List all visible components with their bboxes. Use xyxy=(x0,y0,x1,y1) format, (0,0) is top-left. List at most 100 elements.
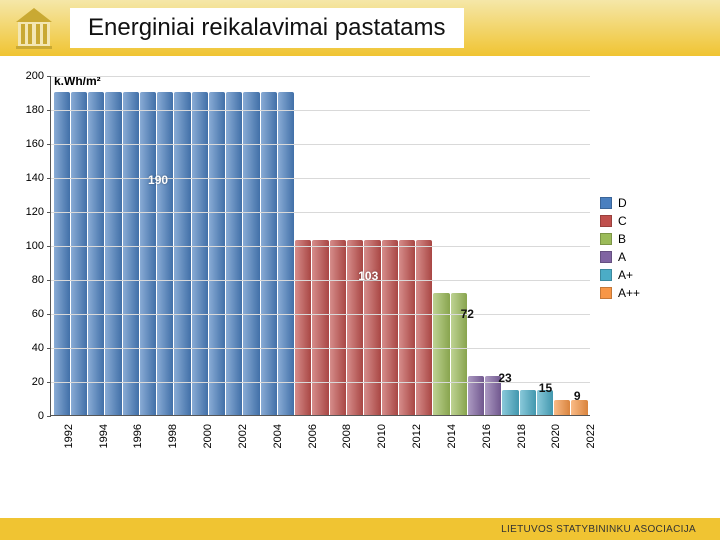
grid-line xyxy=(51,348,590,349)
y-tick-label: 200 xyxy=(10,70,44,82)
x-tick-label: 1992 xyxy=(63,424,75,448)
x-tick-label: 2008 xyxy=(341,424,353,448)
logo-icon xyxy=(6,0,62,56)
y-tick-label: 180 xyxy=(10,104,44,116)
value-label: 103 xyxy=(358,269,378,283)
x-tick-label: 2014 xyxy=(446,424,458,448)
grid-line xyxy=(51,76,590,77)
bar xyxy=(105,92,121,415)
legend-label: C xyxy=(618,214,627,228)
y-tick-label: 120 xyxy=(10,206,44,218)
y-tick-mark xyxy=(47,246,51,247)
y-tick-mark xyxy=(47,212,51,213)
legend-label: A++ xyxy=(618,286,640,300)
legend-item: C xyxy=(600,214,710,228)
grid-line xyxy=(51,178,590,179)
legend-swatch xyxy=(600,287,612,299)
legend-swatch xyxy=(600,215,612,227)
y-tick-label: 60 xyxy=(10,308,44,320)
legend-label: A+ xyxy=(618,268,633,282)
legend-swatch xyxy=(600,251,612,263)
legend-swatch xyxy=(600,233,612,245)
bar xyxy=(347,240,363,415)
x-tick-label: 1998 xyxy=(167,424,179,448)
plot-area: 190 103 72 23 15 9 xyxy=(50,76,590,416)
bar xyxy=(243,92,259,415)
x-tick-label: 2022 xyxy=(585,424,597,448)
x-tick-label: 2016 xyxy=(481,424,493,448)
bar xyxy=(71,92,87,415)
bar xyxy=(192,92,208,415)
grid-line xyxy=(51,280,590,281)
x-tick-label: 1994 xyxy=(98,424,110,448)
bar xyxy=(312,240,328,415)
bar xyxy=(140,92,156,415)
value-label: 15 xyxy=(539,381,552,395)
bar xyxy=(382,240,398,415)
grid-line xyxy=(51,110,590,111)
bar xyxy=(157,92,173,415)
y-axis: 020406080100120140160180200 xyxy=(10,76,48,416)
bar xyxy=(226,92,242,415)
legend-label: A xyxy=(618,250,626,264)
y-tick-label: 160 xyxy=(10,138,44,150)
y-tick-label: 80 xyxy=(10,274,44,286)
y-tick-mark xyxy=(47,280,51,281)
y-tick-mark xyxy=(47,76,51,77)
bar xyxy=(174,92,190,415)
legend-label: D xyxy=(618,196,627,210)
legend-swatch xyxy=(600,197,612,209)
x-tick-label: 2020 xyxy=(550,424,562,448)
x-tick-label: 2018 xyxy=(516,424,528,448)
x-tick-label: 1996 xyxy=(132,424,144,448)
x-tick-label: 2002 xyxy=(237,424,249,448)
x-tick-label: 2006 xyxy=(307,424,319,448)
x-axis: 1992 1994 1996 1998 2000 2002 2004 2006 2008 2010… xyxy=(50,418,590,478)
bar xyxy=(330,240,346,415)
grid-line xyxy=(51,314,590,315)
bar xyxy=(520,390,536,416)
y-tick-label: 40 xyxy=(10,342,44,354)
bar xyxy=(261,92,277,415)
y-tick-mark xyxy=(47,178,51,179)
y-tick-label: 0 xyxy=(10,410,44,422)
title-container: Energiniai reikalavimai pastatams xyxy=(70,8,464,48)
value-label: 23 xyxy=(498,371,511,385)
y-tick-mark xyxy=(47,314,51,315)
grid-line xyxy=(51,246,590,247)
bar xyxy=(364,240,380,415)
legend-label: B xyxy=(618,232,626,246)
x-tick-label: 2010 xyxy=(376,424,388,448)
y-tick-mark xyxy=(47,348,51,349)
y-tick-mark xyxy=(47,382,51,383)
bar xyxy=(554,400,570,415)
chart: k.Wh/m² 020406080100120140160180200 1901… xyxy=(10,76,710,496)
legend-item: A++ xyxy=(600,286,710,300)
bar xyxy=(209,92,225,415)
bar xyxy=(88,92,104,415)
bar xyxy=(54,92,70,415)
x-tick-label: 2012 xyxy=(411,424,423,448)
y-tick-mark xyxy=(47,144,51,145)
legend-item: A+ xyxy=(600,268,710,282)
value-label: 190 xyxy=(148,173,168,187)
legend-item: A xyxy=(600,250,710,264)
bar xyxy=(416,240,432,415)
y-tick-mark xyxy=(47,110,51,111)
grid-line xyxy=(51,144,590,145)
grid-line xyxy=(51,212,590,213)
bar xyxy=(123,92,139,415)
value-label: 72 xyxy=(461,307,474,321)
x-tick-label: 2004 xyxy=(272,424,284,448)
legend-item: B xyxy=(600,232,710,246)
y-tick-label: 20 xyxy=(10,376,44,388)
bar xyxy=(295,240,311,415)
bar xyxy=(399,240,415,415)
x-tick-label: 2000 xyxy=(202,424,214,448)
value-label: 9 xyxy=(574,389,581,403)
y-tick-label: 140 xyxy=(10,172,44,184)
bar xyxy=(433,293,449,415)
legend: DCBA A+ A++ xyxy=(600,196,710,304)
footer: LIETUVOS STATYBININKU ASOCIACIJA xyxy=(0,518,720,540)
page-title: Energiniai reikalavimai pastatams xyxy=(88,14,446,42)
